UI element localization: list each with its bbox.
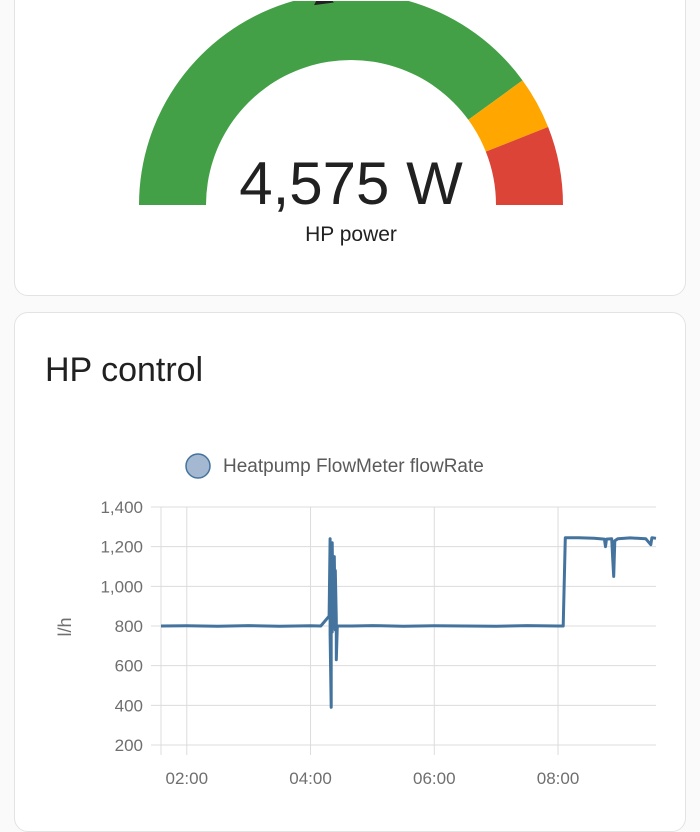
gauge-value: 4,575 W bbox=[239, 150, 463, 217]
history-graph-card: HP control Heatpump FlowMeter flowRate l… bbox=[14, 312, 686, 832]
series-layer bbox=[160, 536, 657, 709]
x-tick-label: 02:00 bbox=[166, 769, 209, 788]
y-tick-label: 800 bbox=[115, 617, 143, 636]
x-tick-label: 04:00 bbox=[289, 769, 332, 788]
y-tick-label: 600 bbox=[115, 657, 143, 676]
axis-ticks: 200 400 600 800 1,000 1,200 1,400 02:00 04:00 06:… bbox=[100, 498, 579, 788]
gauge-card[interactable]: 4,575 W HP power bbox=[14, 0, 686, 296]
legend-marker bbox=[185, 453, 211, 479]
y-tick-label: 400 bbox=[115, 696, 143, 715]
chart-legend[interactable]: Heatpump FlowMeter flowRate bbox=[185, 453, 484, 479]
gauge-segment-2 bbox=[485, 126, 563, 205]
y-tick-label: 1,200 bbox=[100, 538, 143, 557]
y-tick-label: 1,400 bbox=[100, 498, 143, 517]
flow-rate-chart: Heatpump FlowMeter flowRate l/h 200 400 60… bbox=[55, 453, 657, 788]
chart-grid bbox=[151, 506, 656, 755]
legend-label: Heatpump FlowMeter flowRate bbox=[223, 456, 484, 477]
y-tick-label: 200 bbox=[115, 736, 143, 755]
gauge-segment-1 bbox=[468, 80, 549, 152]
x-tick-label: 08:00 bbox=[537, 769, 580, 788]
gauge-segment-0 bbox=[139, 1, 523, 205]
y-axis-title: l/h bbox=[55, 617, 75, 636]
gauge-name: HP power bbox=[305, 223, 397, 246]
gauge-needle bbox=[314, 1, 334, 6]
card-title: HP control bbox=[45, 351, 204, 389]
power-gauge bbox=[139, 1, 563, 205]
y-tick-label: 1,000 bbox=[100, 577, 143, 596]
series-line-0 bbox=[160, 536, 657, 709]
x-tick-label: 06:00 bbox=[413, 769, 456, 788]
